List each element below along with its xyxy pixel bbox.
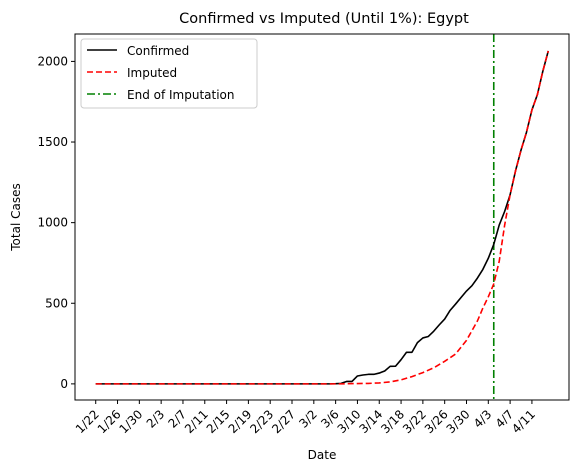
x-tick-label: 1/26 xyxy=(95,407,124,436)
x-tick-label: 2/3 xyxy=(144,407,168,431)
x-axis-label: Date xyxy=(308,448,337,462)
chart-title: Confirmed vs Imputed (Until 1%): Egypt xyxy=(179,11,469,27)
x-tick-label: 3/14 xyxy=(356,407,385,436)
y-tick-label: 1000 xyxy=(37,216,68,230)
plot-frame xyxy=(74,33,570,401)
legend-label-confirmed: Confirmed xyxy=(127,44,189,58)
x-tick-label: 2/19 xyxy=(226,407,255,436)
x-tick-label: 2/11 xyxy=(182,407,211,436)
x-tick-label: 2/27 xyxy=(269,407,298,436)
x-tick-label: 3/10 xyxy=(335,407,364,436)
legend-label-imputed: Imputed xyxy=(127,66,177,80)
x-tick-label: 3/26 xyxy=(422,407,451,436)
y-axis-label: Total Cases xyxy=(9,183,23,251)
x-tick-label: 2/15 xyxy=(204,407,233,436)
legend: Confirmed Imputed End of Imputation xyxy=(80,38,258,109)
y-tick-label: 1500 xyxy=(37,135,68,149)
x-tick-label: 3/30 xyxy=(444,407,473,436)
y-tick-label: 0 xyxy=(60,377,68,391)
x-tick-label: 3/22 xyxy=(400,407,429,436)
x-tick-label: 1/22 xyxy=(73,407,102,436)
x-tick-label: 3/2 xyxy=(296,407,320,431)
y-tick-label: 500 xyxy=(45,296,68,310)
legend-label-end-of-imputation: End of Imputation xyxy=(127,88,235,102)
x-tick-label: 2/23 xyxy=(247,407,276,436)
x-tick-label: 4/3 xyxy=(471,407,495,431)
x-tick-label: 4/11 xyxy=(509,407,538,436)
legend-box xyxy=(80,38,258,109)
x-tick-label: 3/18 xyxy=(378,407,407,436)
x-tick-label: 1/30 xyxy=(117,407,146,436)
y-tick-label: 2000 xyxy=(37,54,68,68)
